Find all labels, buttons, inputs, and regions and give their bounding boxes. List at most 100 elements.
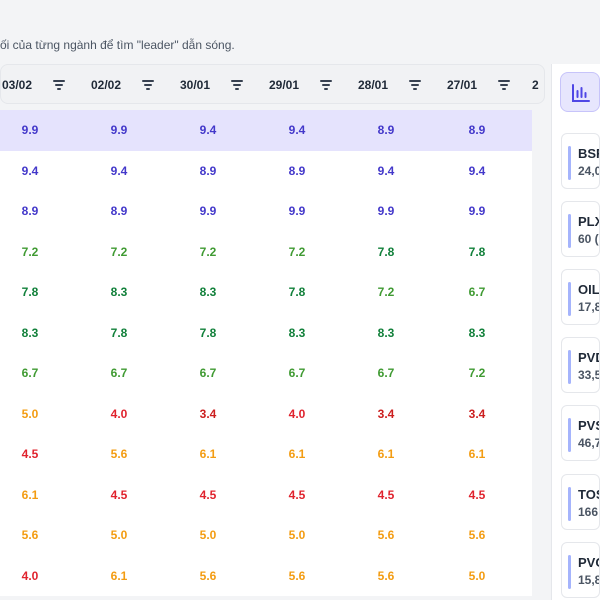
card-accent-bar <box>568 555 571 589</box>
score-cell: 4.5 <box>377 487 395 502</box>
score-cell: 9.9 <box>21 123 39 138</box>
filter-icon[interactable] <box>319 80 332 90</box>
score-cell: 9.4 <box>288 123 306 138</box>
score-cell: 4.5 <box>468 487 486 502</box>
column-date-label: 28/01 <box>357 78 389 92</box>
stock-card-tos[interactable]: TOS 166 <box>561 474 600 530</box>
table-row[interactable]: 4.0 6.1 5.6 5.6 5.6 5.0 <box>0 555 532 596</box>
column-header[interactable]: 28/01 <box>345 65 434 105</box>
score-cell: 5.6 <box>377 528 395 543</box>
score-cell: 7.2 <box>110 244 128 259</box>
score-cell: 3.4 <box>377 406 395 421</box>
score-cell: 8.9 <box>288 163 306 178</box>
card-accent-bar <box>568 146 571 180</box>
table-row[interactable]: 6.1 4.5 4.5 4.5 4.5 4.5 <box>0 474 532 515</box>
score-cell: 7.8 <box>288 285 306 300</box>
table-row[interactable]: 5.0 4.0 3.4 4.0 3.4 3.4 <box>0 393 532 434</box>
stock-card-oil[interactable]: OIL 17,8 <box>561 269 600 325</box>
table-header: 03/02 02/02 30/01 29/01 28/01 27/01 2 <box>0 64 545 104</box>
score-cell: 7.8 <box>110 325 128 340</box>
score-cell: 6.7 <box>110 366 128 381</box>
table-row[interactable]: 7.2 7.2 7.2 7.2 7.8 7.8 <box>0 231 532 272</box>
score-cell: 5.6 <box>468 528 486 543</box>
score-cell: 6.7 <box>288 366 306 381</box>
filter-icon[interactable] <box>408 80 421 90</box>
table-row[interactable]: 6.7 6.7 6.7 6.7 6.7 7.2 <box>0 353 532 394</box>
score-cell: 7.2 <box>21 244 39 259</box>
column-header[interactable]: 29/01 <box>256 65 345 105</box>
score-cell: 9.4 <box>199 123 217 138</box>
score-cell: 6.1 <box>199 447 217 462</box>
score-cell: 6.1 <box>288 447 306 462</box>
column-date-label: 27/01 <box>446 78 478 92</box>
score-cell: 3.4 <box>199 406 217 421</box>
filter-icon[interactable] <box>52 80 65 90</box>
score-table: 03/02 02/02 30/01 29/01 28/01 27/01 2 9.… <box>0 64 545 600</box>
score-cell: 8.9 <box>199 163 217 178</box>
stock-symbol: OIL <box>578 282 600 297</box>
stock-card-pvc[interactable]: PVC 15,8 <box>561 542 600 598</box>
table-row[interactable]: 9.4 9.4 8.9 8.9 9.4 9.4 <box>0 150 532 191</box>
filter-icon[interactable] <box>141 80 154 90</box>
column-header[interactable]: 02/02 <box>78 65 167 105</box>
filter-icon[interactable] <box>230 80 243 90</box>
column-header[interactable]: 30/01 <box>167 65 256 105</box>
score-cell: 6.7 <box>21 366 39 381</box>
score-cell: 9.4 <box>377 163 395 178</box>
column-date-label: 03/02 <box>1 78 33 92</box>
score-cell: 6.7 <box>468 285 486 300</box>
score-cell: 6.7 <box>199 366 217 381</box>
card-accent-bar <box>568 214 571 248</box>
score-cell: 7.8 <box>21 285 39 300</box>
chart-view-button[interactable] <box>560 72 600 112</box>
score-cell: 5.0 <box>21 406 39 421</box>
score-cell: 9.9 <box>377 204 395 219</box>
bar-chart-icon <box>572 84 590 102</box>
score-cell: 9.9 <box>199 204 217 219</box>
score-cell: 9.4 <box>110 163 128 178</box>
table-row[interactable]: 9.9 9.9 9.4 9.4 8.9 8.9 <box>0 110 532 151</box>
score-cell: 6.7 <box>377 366 395 381</box>
table-row[interactable]: 4.5 5.6 6.1 6.1 6.1 6.1 <box>0 434 532 475</box>
stock-card-pvd[interactable]: PVD 33,5 <box>561 337 600 393</box>
score-cell: 4.0 <box>288 406 306 421</box>
card-accent-bar <box>568 350 571 384</box>
score-cell: 5.0 <box>288 528 306 543</box>
score-cell: 4.5 <box>110 487 128 502</box>
column-date-label: 30/01 <box>179 78 211 92</box>
score-cell: 5.0 <box>468 568 486 583</box>
stock-symbol: BSR <box>578 146 599 161</box>
score-cell: 9.4 <box>468 163 486 178</box>
score-cell: 5.6 <box>21 528 39 543</box>
stock-symbol: PVS <box>578 418 599 433</box>
stock-value: 166 <box>578 505 599 519</box>
table-row[interactable]: 8.3 7.8 7.8 8.3 8.3 8.3 <box>0 312 532 353</box>
table-row[interactable]: 7.8 8.3 8.3 7.8 7.2 6.7 <box>0 272 532 313</box>
score-cell: 7.2 <box>288 244 306 259</box>
card-accent-bar <box>568 282 571 316</box>
stock-card-plx[interactable]: PLX 60 ( <box>561 201 600 257</box>
score-cell: 4.5 <box>288 487 306 502</box>
column-header[interactable]: 03/02 <box>0 65 78 105</box>
page-subtitle: ối của từng ngành để tìm "leader" dẫn só… <box>0 38 235 52</box>
filter-icon[interactable] <box>497 80 510 90</box>
score-cell: 3.4 <box>468 406 486 421</box>
score-cell: 4.0 <box>21 568 39 583</box>
column-header[interactable]: 27/01 <box>434 65 523 105</box>
score-cell: 5.6 <box>199 568 217 583</box>
card-accent-bar <box>568 487 571 521</box>
column-header[interactable]: 2 <box>532 65 545 105</box>
score-cell: 9.9 <box>110 123 128 138</box>
stock-symbol: PLX <box>578 214 599 229</box>
score-cell: 7.2 <box>377 285 395 300</box>
table-row[interactable]: 8.9 8.9 9.9 9.9 9.9 9.9 <box>0 191 532 232</box>
stock-card-pvs[interactable]: PVS 46,7 <box>561 405 600 461</box>
score-cell: 8.3 <box>288 325 306 340</box>
score-cell: 8.3 <box>21 325 39 340</box>
stock-card-bsr[interactable]: BSR 24,0 <box>561 133 600 189</box>
card-accent-bar <box>568 418 571 452</box>
score-cell: 9.4 <box>21 163 39 178</box>
score-cell: 7.2 <box>468 366 486 381</box>
score-cell: 7.8 <box>377 244 395 259</box>
table-row[interactable]: 5.6 5.0 5.0 5.0 5.6 5.6 <box>0 515 532 556</box>
